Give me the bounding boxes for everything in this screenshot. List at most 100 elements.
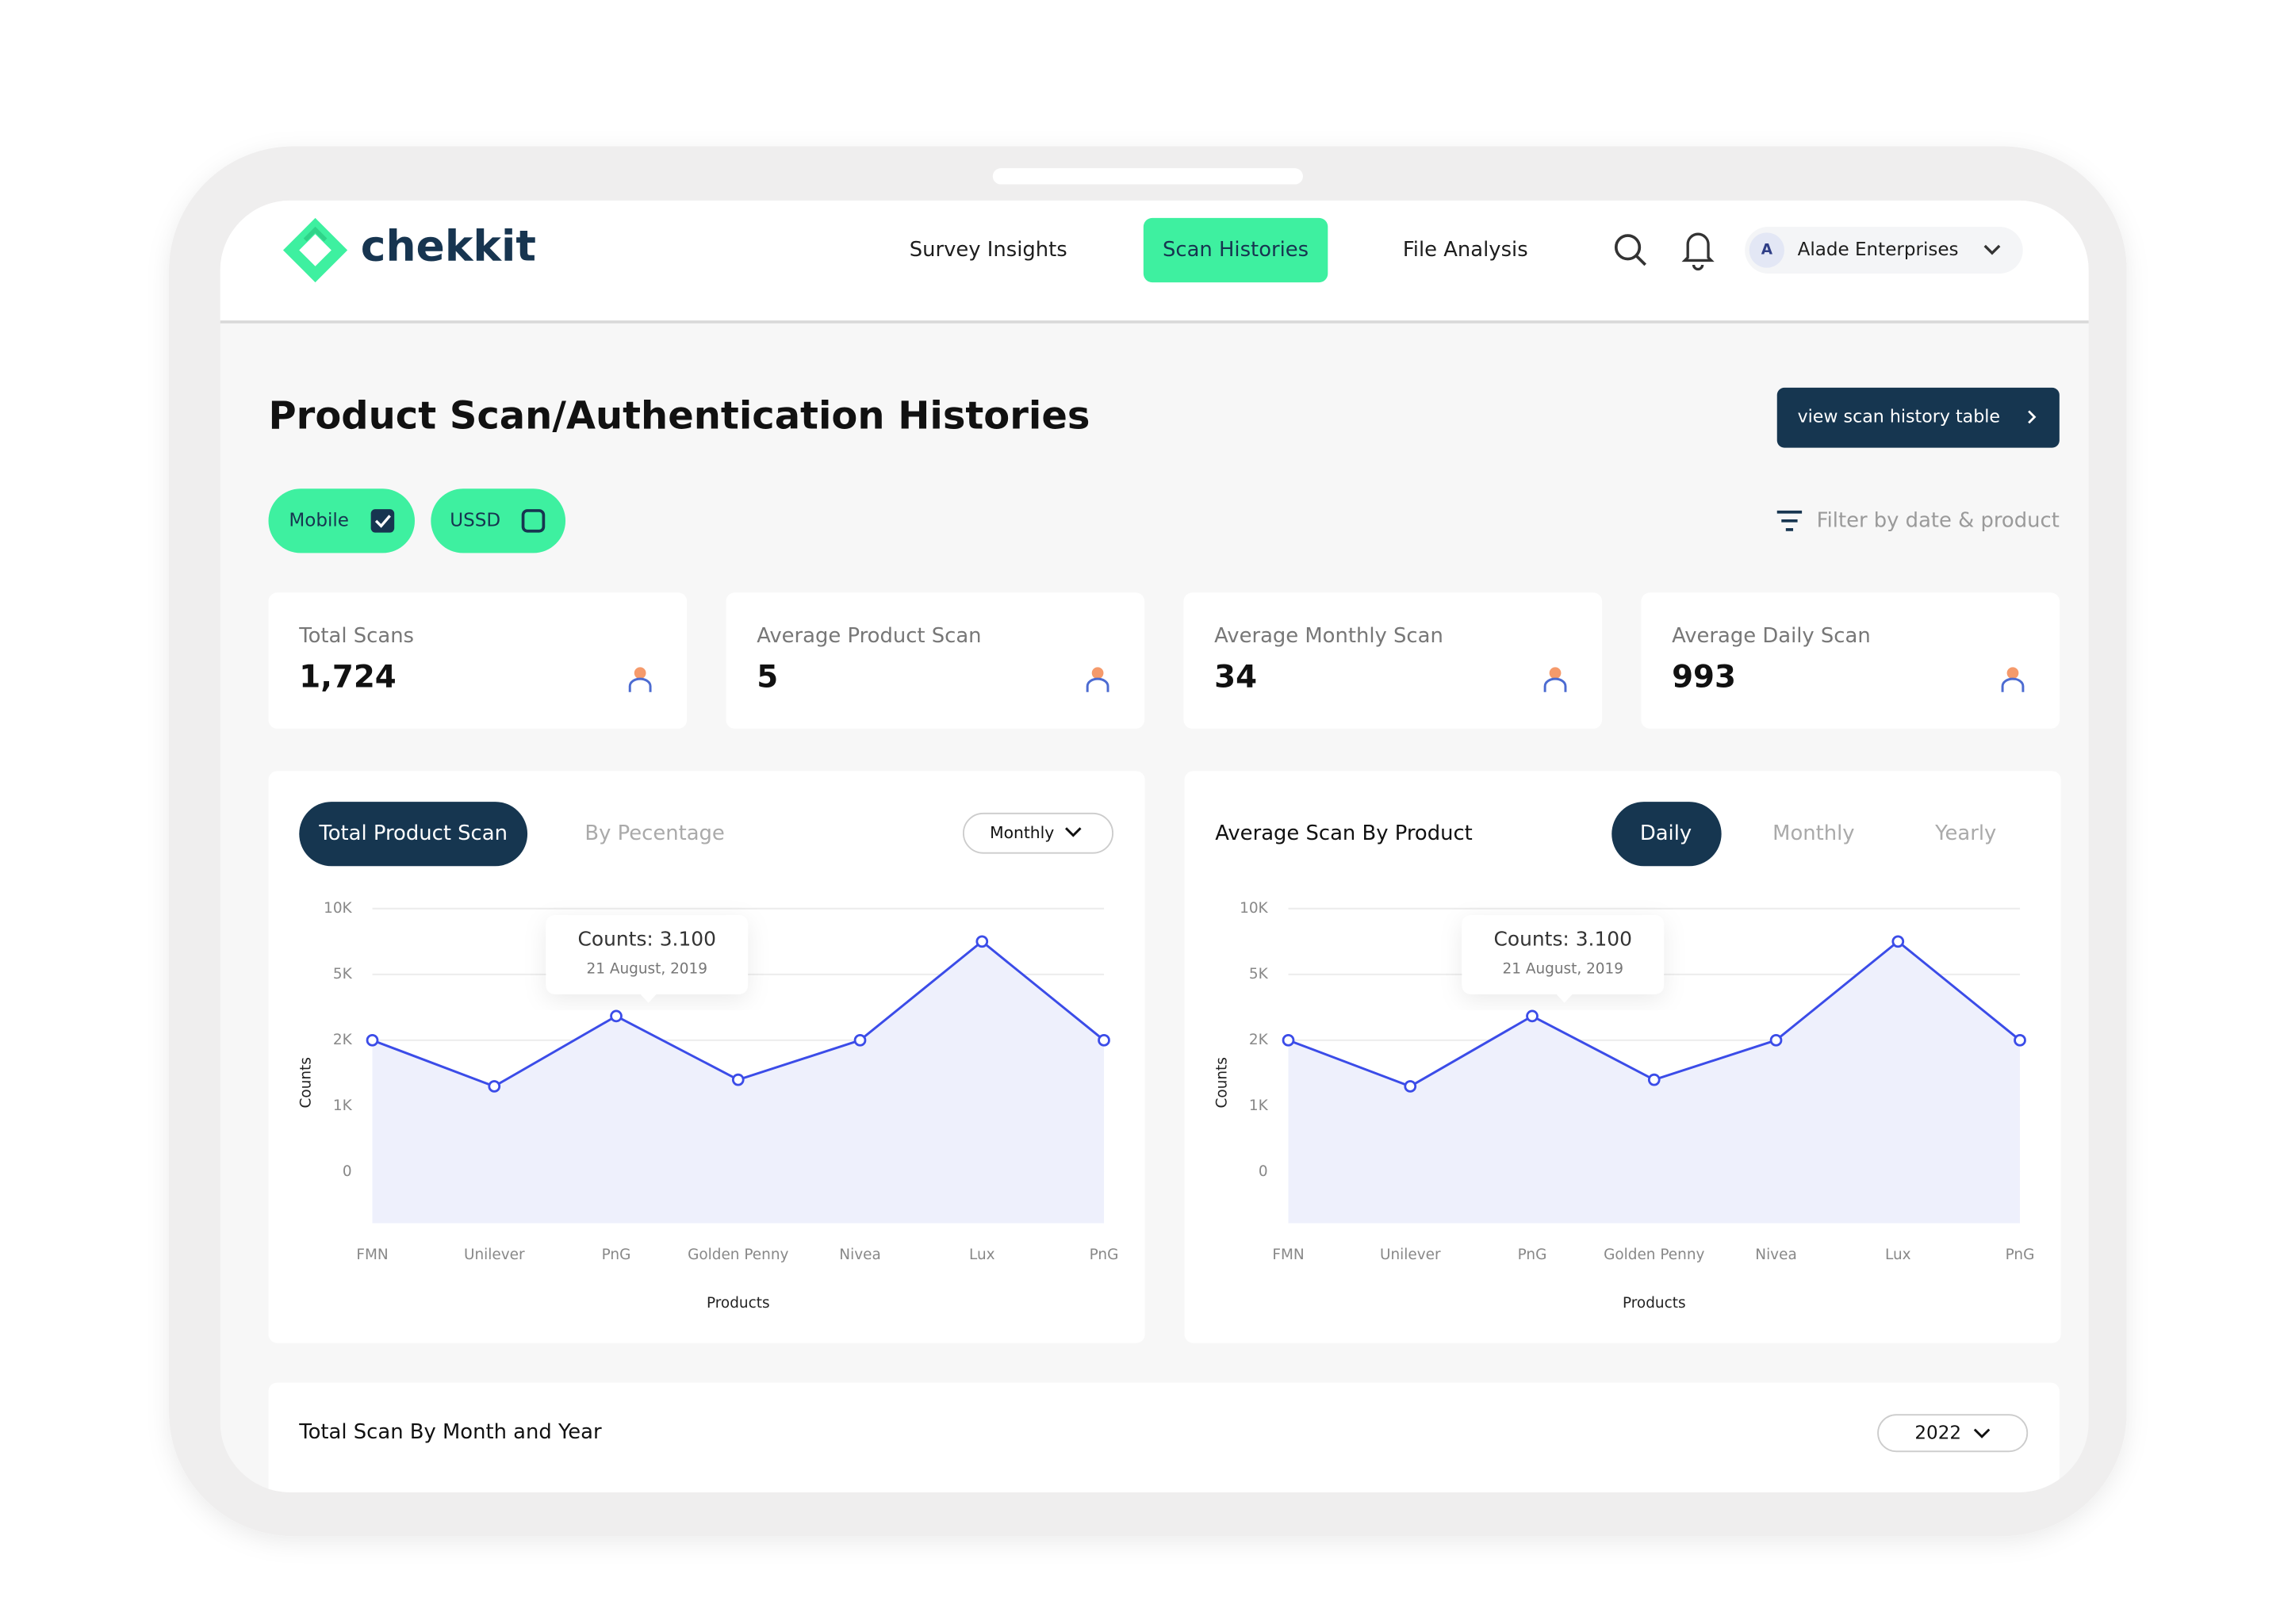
stat-value: 1,724 bbox=[299, 660, 397, 695]
tab-active-bg[interactable] bbox=[299, 802, 528, 867]
x-tick-label: PnG bbox=[1518, 1247, 1547, 1263]
period-dropdown-label[interactable]: Monthly bbox=[990, 823, 1054, 842]
chart-cards: Total Product Scan By Pecentage Monthly 10K… bbox=[268, 771, 2061, 1343]
stat-cards: Total Scans 1,724 Average Product Scan 5 Ave… bbox=[268, 592, 2060, 729]
tab-active-bg[interactable] bbox=[1611, 802, 1722, 867]
bottom-card-title: Total Scan By Month and Year bbox=[298, 1420, 602, 1444]
x-tick-label: PnG bbox=[1090, 1247, 1119, 1263]
tooltip-date: 21 August, 2019 bbox=[1503, 960, 1624, 977]
stat-card bbox=[1641, 592, 2060, 729]
tooltip bbox=[546, 915, 749, 994]
point[interactable] bbox=[1769, 1033, 1783, 1047]
point[interactable] bbox=[1098, 1033, 1110, 1047]
x-tick-label: PnG bbox=[2006, 1247, 2035, 1263]
logo-text: chekkit bbox=[361, 220, 536, 270]
chevron[interactable] bbox=[1983, 244, 2001, 255]
nav-active-bg[interactable] bbox=[1143, 217, 1328, 283]
point[interactable] bbox=[1891, 935, 1905, 948]
checkbox[interactable] bbox=[521, 509, 546, 533]
stat-icon-head bbox=[1091, 667, 1104, 680]
point[interactable] bbox=[366, 1033, 379, 1047]
stat-icon-head bbox=[1549, 667, 1562, 680]
channel-label[interactable]: USSD bbox=[450, 510, 500, 530]
x-tick-label: FMN bbox=[1272, 1247, 1304, 1263]
bottom-card bbox=[268, 1382, 2060, 1492]
point[interactable] bbox=[1282, 1033, 1295, 1047]
page-title: Product Scan/Authentication Histories bbox=[269, 394, 1090, 439]
channel-label[interactable]: Mobile bbox=[289, 510, 349, 530]
filter-icon[interactable] bbox=[1776, 510, 1803, 531]
tooltip bbox=[1462, 915, 1665, 994]
tab[interactable]: Yearly bbox=[1934, 822, 1996, 845]
screen: chekkit Survey Insights Scan Histories F… bbox=[220, 200, 2089, 1492]
y-tick-label: 0 bbox=[1259, 1163, 1268, 1180]
chevron[interactable] bbox=[1065, 827, 1082, 837]
y-tick-label: 2K bbox=[333, 1032, 353, 1048]
nav-item[interactable]: File Analysis bbox=[1403, 238, 1528, 262]
chevron[interactable] bbox=[2028, 410, 2037, 424]
stat-icon-body bbox=[1086, 677, 1109, 692]
year-dropdown[interactable] bbox=[1877, 1414, 2029, 1453]
stat-icon-body bbox=[1543, 677, 1567, 692]
x-tick-label: Nivea bbox=[1755, 1247, 1796, 1263]
stat-label: Total Scans bbox=[298, 624, 414, 648]
channel-chip[interactable] bbox=[268, 488, 416, 553]
tooltip-date: 21 August, 2019 bbox=[587, 960, 708, 977]
x-tick-label: Lux bbox=[969, 1247, 995, 1263]
stat-value: 34 bbox=[1214, 660, 1257, 695]
y-tick-label: 2K bbox=[1249, 1032, 1269, 1048]
stat-icon-body bbox=[2001, 677, 2025, 692]
point[interactable] bbox=[1404, 1080, 1417, 1093]
avatar bbox=[1749, 232, 1784, 268]
chart-title: Average Scan By Product bbox=[1215, 822, 1473, 845]
stat-label: Average Product Scan bbox=[757, 624, 981, 648]
x-tick-label: Nivea bbox=[839, 1247, 880, 1263]
point[interactable] bbox=[975, 935, 989, 948]
tab-active[interactable]: Total Product Scan bbox=[318, 822, 508, 845]
chevron[interactable] bbox=[1973, 1428, 1991, 1438]
point[interactable] bbox=[610, 1009, 623, 1023]
tab[interactable]: By Pecentage bbox=[584, 822, 724, 845]
stat-icon-head bbox=[2006, 667, 2019, 680]
x-tick-label: FMN bbox=[356, 1247, 388, 1263]
history-button[interactable] bbox=[1776, 387, 2060, 448]
stat-label: Average Monthly Scan bbox=[1214, 624, 1443, 648]
user-menu[interactable] bbox=[1745, 226, 2023, 274]
point[interactable] bbox=[2014, 1033, 2026, 1047]
search-icon[interactable] bbox=[1614, 234, 1647, 266]
tab-active[interactable]: Daily bbox=[1640, 822, 1692, 845]
point[interactable] bbox=[1647, 1073, 1661, 1086]
point[interactable] bbox=[488, 1080, 501, 1093]
tooltip-value: Counts: 3.100 bbox=[1494, 927, 1632, 950]
year-dropdown-label[interactable]: 2022 bbox=[1914, 1423, 1961, 1444]
user-name[interactable]: Alade Enterprises bbox=[1798, 239, 1959, 260]
filter-label[interactable]: Filter by date & product bbox=[1817, 508, 2060, 532]
point[interactable] bbox=[1526, 1009, 1539, 1023]
nav-item[interactable]: Survey Insights bbox=[910, 238, 1067, 262]
device-notch bbox=[992, 168, 1303, 185]
x-tick-label: Lux bbox=[1885, 1247, 1911, 1263]
checkbox-checked[interactable] bbox=[370, 509, 395, 533]
x-axis-title: Products bbox=[707, 1295, 770, 1312]
y-tick-label: 1K bbox=[333, 1097, 353, 1114]
tooltip-value: Counts: 3.100 bbox=[578, 927, 716, 950]
point[interactable] bbox=[853, 1033, 867, 1047]
x-tick-label: PnG bbox=[602, 1247, 631, 1263]
period-dropdown[interactable] bbox=[962, 812, 1114, 854]
stat-value: 993 bbox=[1672, 660, 1736, 695]
y-axis-title: Counts bbox=[297, 1057, 314, 1108]
stat-card bbox=[268, 592, 688, 729]
channel-chip[interactable] bbox=[431, 488, 566, 553]
stat-label: Average Daily Scan bbox=[1672, 624, 1871, 648]
y-tick-label: 10K bbox=[1240, 900, 1268, 917]
nav-item-active[interactable]: Scan Histories bbox=[1163, 238, 1309, 262]
y-tick-label: 0 bbox=[343, 1163, 352, 1180]
x-tick-label: Golden Penny bbox=[688, 1247, 788, 1263]
tab[interactable]: Monthly bbox=[1772, 822, 1854, 845]
bell-icon[interactable] bbox=[1681, 232, 1715, 271]
history-button-label[interactable]: view scan history table bbox=[1798, 406, 2000, 427]
point[interactable] bbox=[731, 1073, 745, 1086]
x-tick-label: Unilever bbox=[464, 1247, 525, 1263]
